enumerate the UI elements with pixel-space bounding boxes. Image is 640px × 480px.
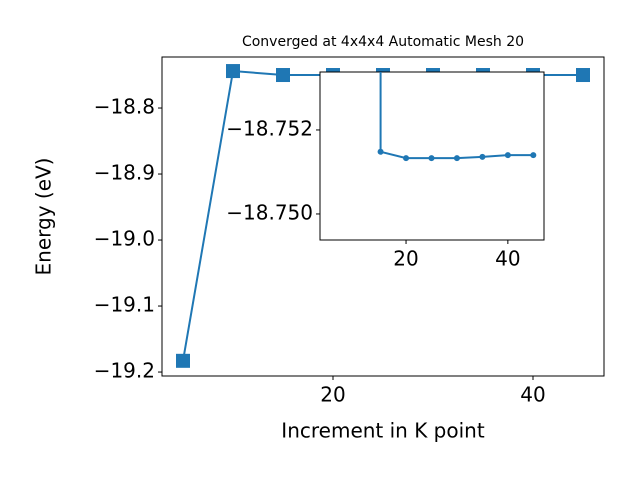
marker <box>479 153 486 160</box>
plot-clip <box>377 72 537 162</box>
marker <box>428 155 435 162</box>
y-tick-label: −19.1 <box>94 293 155 317</box>
marker <box>226 64 240 79</box>
chart-title: Converged at 4x4x4 Automatic Mesh 20 <box>242 34 524 50</box>
marker <box>453 155 460 162</box>
y-tick-label: −18.752 <box>226 116 313 140</box>
series-line <box>379 72 534 160</box>
x-tick-label: 40 <box>495 247 520 271</box>
x-tick-label: 40 <box>520 383 545 407</box>
y-axis-label: Energy (eV) <box>32 158 56 276</box>
y-tick-label: −18.8 <box>94 95 155 119</box>
y-tick-label: −18.750 <box>226 200 313 224</box>
marker <box>504 152 511 159</box>
x-tick-label: 20 <box>320 383 345 407</box>
marker <box>530 152 537 159</box>
y-tick-label: −18.9 <box>94 161 155 185</box>
x-axis-label: Increment in K point <box>281 419 485 443</box>
marker <box>377 148 384 155</box>
marker <box>176 353 190 368</box>
y-tick-label: −19.2 <box>94 359 155 383</box>
marker <box>576 68 590 83</box>
marker <box>276 68 290 83</box>
marker <box>403 155 410 162</box>
x-tick-label: 20 <box>393 247 418 271</box>
y-tick-label: −19.0 <box>94 227 155 251</box>
